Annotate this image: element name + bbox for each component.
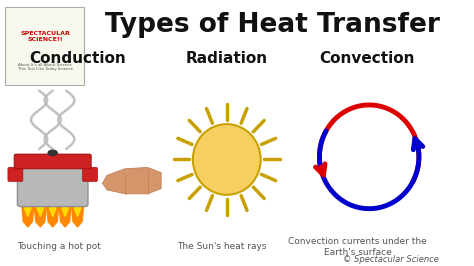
Polygon shape: [25, 201, 31, 216]
FancyBboxPatch shape: [18, 155, 88, 207]
Ellipse shape: [193, 124, 261, 195]
Text: Convection currents under the
Earth's surface: Convection currents under the Earth's su…: [289, 237, 427, 257]
Polygon shape: [62, 201, 68, 216]
Text: Touching a hot pot: Touching a hot pot: [18, 242, 101, 251]
Polygon shape: [59, 194, 71, 227]
FancyBboxPatch shape: [14, 154, 91, 169]
Polygon shape: [72, 194, 83, 227]
Text: Conduction: Conduction: [29, 51, 126, 66]
Text: SPECTACULAR
SCIENCE!!: SPECTACULAR SCIENCE!!: [20, 31, 70, 42]
Polygon shape: [74, 201, 81, 216]
Polygon shape: [47, 194, 59, 227]
Polygon shape: [49, 201, 56, 216]
Text: Radiation: Radiation: [186, 51, 268, 66]
Polygon shape: [35, 194, 46, 227]
Text: © Spectacular Science: © Spectacular Science: [343, 255, 439, 264]
Text: About It's all About Science
This Text Like Today Science: About It's all About Science This Text L…: [18, 63, 73, 71]
FancyBboxPatch shape: [5, 7, 84, 85]
Text: Types of Heat Transfer: Types of Heat Transfer: [105, 11, 439, 38]
Polygon shape: [102, 167, 161, 194]
Polygon shape: [22, 194, 34, 227]
Circle shape: [48, 150, 57, 156]
Text: Convection: Convection: [319, 51, 415, 66]
Polygon shape: [37, 201, 44, 216]
Text: The Sun's heat rays: The Sun's heat rays: [177, 242, 267, 251]
FancyBboxPatch shape: [8, 167, 23, 181]
FancyBboxPatch shape: [82, 167, 98, 181]
